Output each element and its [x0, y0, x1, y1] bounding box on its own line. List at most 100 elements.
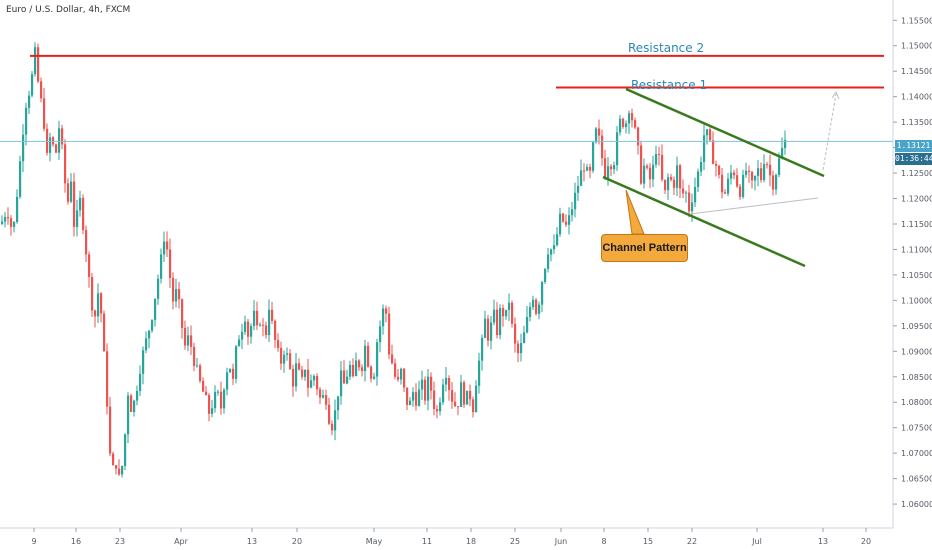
candle-body: [436, 408, 439, 412]
candle-body: [592, 142, 595, 171]
candle-body: [529, 307, 532, 318]
candle-body: [664, 179, 667, 191]
candle-body: [625, 123, 628, 127]
candle-body: [109, 406, 112, 454]
bar-countdown-tag: 01:36:44: [895, 153, 932, 165]
candle-body: [148, 330, 151, 339]
candle-body: [55, 144, 58, 153]
candle-body: [613, 165, 616, 170]
candle-body: [748, 170, 751, 172]
candle-body: [379, 326, 382, 343]
candle-body: [121, 465, 124, 475]
candle-body: [202, 380, 205, 392]
candle-body: [79, 197, 82, 211]
candle-body: [472, 399, 475, 413]
candle-body: [739, 186, 742, 197]
candle-body: [250, 325, 253, 337]
candle-body: [19, 161, 22, 197]
time-tick-label: 15: [643, 537, 653, 546]
price-tick-label: 1.15500: [901, 16, 932, 25]
candle-body: [457, 406, 460, 408]
candle-body: [31, 74, 34, 96]
candle-body: [577, 185, 580, 193]
candle-body: [502, 308, 505, 317]
candle-body: [292, 368, 295, 387]
candle-body: [88, 254, 91, 277]
candle-body: [271, 309, 274, 321]
candle-body: [487, 318, 490, 341]
candle-body: [145, 338, 148, 351]
time-tick-label: 11: [422, 537, 432, 546]
candle-body: [229, 368, 232, 373]
candle-body: [463, 382, 466, 405]
candle-body: [64, 144, 67, 184]
candle-body: [97, 293, 100, 317]
candle-body: [400, 368, 403, 380]
candle-body: [724, 192, 727, 194]
candle-body: [643, 165, 646, 184]
candle-body: [523, 332, 526, 344]
candle-body: [85, 230, 88, 255]
candle-body: [304, 369, 307, 377]
candle-body: [307, 369, 310, 388]
candle-body: [403, 368, 406, 388]
candle-body: [46, 128, 49, 153]
candle-body: [652, 164, 655, 180]
time-tick-label: 20: [861, 537, 871, 546]
candle-body: [691, 202, 694, 212]
projection-arrow-line: [822, 93, 837, 171]
candle-body: [745, 170, 748, 175]
candle-body: [742, 174, 745, 197]
candle-body: [583, 170, 586, 172]
candle-body: [499, 308, 502, 336]
candle-body: [607, 166, 610, 179]
candle-body: [361, 367, 364, 371]
candle-body: [16, 196, 19, 222]
time-tick-label: May: [366, 537, 383, 546]
candle-body: [541, 282, 544, 305]
candle-body: [655, 153, 658, 165]
price-tick-label: 1.12500: [901, 169, 932, 178]
candle-body: [445, 377, 448, 385]
candle-body: [703, 135, 706, 162]
candle-body: [535, 299, 538, 314]
candle-body: [679, 165, 682, 189]
candle-body: [421, 379, 424, 390]
time-tick-label: Jul: [751, 537, 762, 546]
price-tick-label: 1.10500: [901, 271, 932, 280]
candle-body: [82, 197, 85, 231]
candle-body: [424, 379, 427, 401]
candle-body: [43, 98, 46, 129]
candle-body: [772, 175, 775, 190]
candle-body: [454, 401, 457, 407]
candle-body: [649, 167, 652, 180]
candle-body: [133, 400, 136, 412]
candle-layer: [1, 42, 787, 478]
candle-body: [349, 364, 352, 377]
candle-body: [604, 158, 607, 179]
price-tick-label: 1.11000: [901, 245, 932, 254]
candle-body: [73, 181, 76, 227]
candle-body: [343, 370, 346, 384]
candle-body: [58, 128, 61, 153]
candle-body: [37, 47, 40, 82]
candle-body: [151, 319, 154, 331]
candle-body: [778, 158, 781, 175]
candle-body: [574, 192, 577, 210]
candle-body: [247, 321, 250, 337]
candle-body: [700, 161, 703, 172]
candle-body: [733, 172, 736, 176]
candle-body: [406, 387, 409, 405]
candle-body: [34, 47, 37, 75]
candle-body: [520, 343, 523, 354]
candle-body: [286, 353, 289, 355]
candle-body: [322, 395, 325, 398]
candle-body: [313, 375, 316, 381]
candle-body: [412, 392, 415, 401]
candle-body: [103, 313, 106, 352]
time-tick-label: Apr: [174, 537, 189, 546]
candle-body: [766, 164, 769, 166]
candle-body: [571, 209, 574, 216]
candle-body: [100, 293, 103, 314]
time-tick-label: 13: [247, 537, 257, 546]
